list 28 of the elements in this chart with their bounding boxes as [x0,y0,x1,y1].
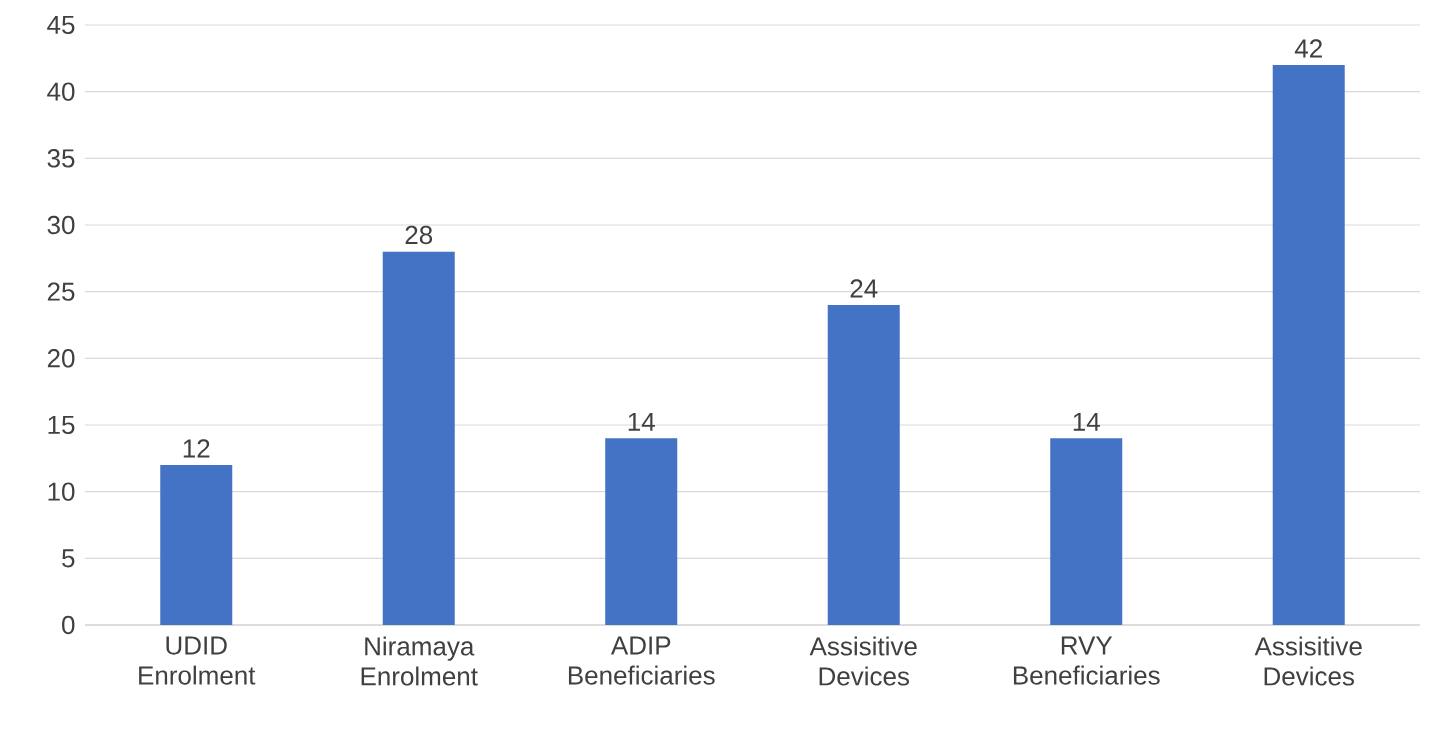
bar [827,305,900,625]
y-tick-label: 0 [62,615,75,635]
x-tick-label: ADIP Beneficiaries [568,636,715,685]
data-label: 24 [850,279,878,298]
y-tick-label: 5 [62,549,75,568]
y-tick-label: 10 [48,482,75,501]
bar [605,438,678,625]
data-label: 42 [1294,39,1322,58]
y-tick-label: 40 [47,82,75,101]
bar [1050,438,1123,625]
x-tick-label: UDID Enrolment [139,636,256,685]
y-tick-label: 35 [47,149,75,168]
y-tick-label: 25 [47,282,75,301]
data-label: 14 [1073,412,1100,431]
x-tick-label: Assisitive Devices [809,636,917,686]
x-tick-label: Niramaya Enrolment [361,636,478,686]
bar [160,465,233,625]
y-tick-label: 20 [47,349,75,368]
data-label: 12 [183,439,210,458]
bar [382,251,455,625]
data-label: 28 [405,225,433,245]
y-tick-label: 30 [47,215,75,235]
x-tick-label: Assisitive Devices [1254,636,1362,686]
data-label: 14 [628,412,655,431]
y-tick-label: 15 [48,415,75,435]
x-tick-label: RVY Beneficiaries [1013,636,1160,685]
y-tick-label: 45 [47,15,75,35]
bar [1272,64,1345,625]
